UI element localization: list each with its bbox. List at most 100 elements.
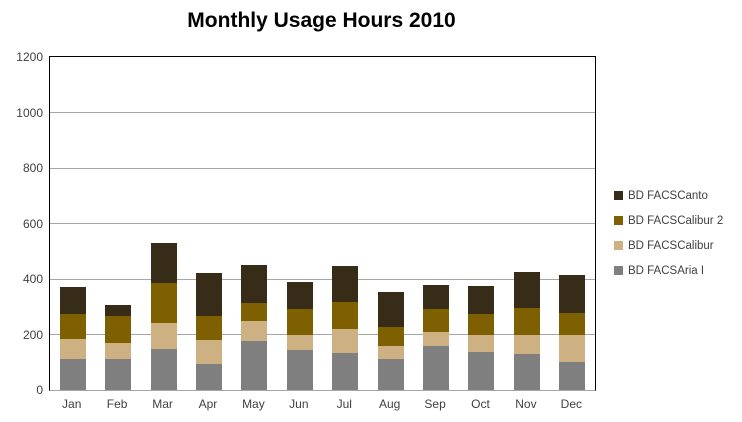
bar-segment — [150, 348, 177, 390]
y-tick-label: 1000 — [16, 105, 43, 120]
y-axis: 0 200 400 600 800 1000 1200 — [0, 50, 43, 397]
gridline-1000 — [50, 112, 595, 113]
bar-segment — [195, 339, 222, 364]
x-tick-label: Aug — [378, 397, 401, 411]
bar-segment — [559, 361, 586, 390]
x-tick-label: Nov — [515, 397, 537, 411]
y-tick-label: 600 — [22, 216, 43, 231]
bar-segment — [559, 312, 586, 336]
x-tick-label: Mar — [152, 397, 173, 411]
bar-segment — [286, 308, 313, 335]
bar-segment — [377, 345, 404, 359]
bar-segment — [286, 350, 313, 390]
bar-jan — [59, 287, 86, 390]
chart-title: Monthly Usage Hours 2010 — [187, 9, 456, 32]
bar-segment — [332, 329, 359, 354]
bar-segment — [377, 292, 404, 327]
legend-label: BD FACSAria I — [628, 264, 705, 277]
bar-segment — [150, 283, 177, 324]
bar-segment — [513, 353, 540, 390]
bar-segment — [59, 359, 86, 390]
legend-label: BD FACSCalibur — [628, 239, 714, 252]
bar-segment — [59, 313, 86, 339]
bar-slot-mar — [141, 242, 186, 390]
x-tick-label: Jun — [289, 397, 309, 411]
gridline-600 — [50, 223, 595, 224]
bar-segment — [559, 275, 586, 313]
bar-segment — [286, 334, 313, 351]
bar-segment — [150, 242, 177, 284]
bar-apr — [195, 272, 222, 390]
x-tick-label: Feb — [106, 397, 128, 411]
bar-slot-nov — [504, 272, 549, 390]
bar-slot-sep — [413, 284, 458, 390]
bar-oct — [468, 285, 495, 390]
legend-item: BD FACSCanto — [614, 183, 742, 208]
bar-may — [241, 265, 268, 390]
bar-segment — [332, 302, 359, 330]
legend: BD FACSCanto BD FACSCalibur 2 BD FACSCalib… — [614, 183, 742, 283]
bar-segment — [195, 316, 222, 340]
gridline-200 — [50, 334, 595, 335]
legend-item: BD FACSCalibur 2 — [614, 208, 742, 233]
legend-swatch — [614, 241, 623, 250]
bar-aug — [377, 292, 404, 390]
bar-segment — [105, 343, 132, 359]
y-tick-label: 400 — [22, 272, 43, 286]
bar-segment — [332, 265, 359, 303]
x-tick-label: May — [242, 397, 265, 411]
bar-segment — [105, 315, 132, 344]
x-tick-label: Sep — [424, 397, 446, 411]
legend-item: BD FACSCalibur — [614, 233, 742, 258]
bar-segment — [423, 309, 450, 332]
bar-slot-feb — [95, 305, 140, 390]
bar-jul — [332, 265, 359, 390]
y-tick-label: 0 — [36, 383, 43, 397]
y-tick-label: 200 — [22, 327, 43, 342]
bar-segment — [513, 308, 540, 336]
x-tick-label: Oct — [471, 397, 490, 411]
bar-segment — [105, 305, 132, 316]
x-tick-label: Apr — [198, 397, 218, 411]
y-tick-label: 1200 — [16, 50, 43, 64]
plot-area — [49, 56, 596, 391]
bar-mar — [150, 242, 177, 390]
bar-slot-jun — [277, 281, 322, 390]
gridline-400 — [50, 278, 595, 280]
bar-nov — [513, 272, 540, 390]
bar-segment — [423, 345, 450, 390]
legend-swatch — [614, 191, 623, 200]
bar-segment — [241, 321, 268, 342]
bar-segment — [423, 331, 450, 346]
x-tick-label: Jan — [62, 397, 82, 411]
bar-slot-oct — [459, 285, 504, 390]
bar-segment — [286, 281, 313, 309]
bar-segment — [195, 363, 222, 390]
bar-jun — [286, 281, 313, 390]
bar-segment — [59, 338, 86, 360]
bar-slot-jul — [323, 265, 368, 390]
bar-segment — [59, 287, 86, 314]
bar-sep — [423, 284, 450, 390]
bar-slot-jan — [50, 287, 95, 390]
bar-segment — [559, 335, 586, 362]
bar-segment — [423, 284, 450, 309]
gridline-800 — [50, 167, 595, 169]
x-tick-label: Jul — [336, 397, 352, 411]
bar-segment — [377, 326, 404, 346]
bar-segment — [241, 265, 268, 304]
bar-segment — [105, 358, 132, 390]
legend-swatch — [614, 216, 623, 225]
bar-segment — [513, 272, 540, 309]
bar-segment — [468, 334, 495, 353]
bar-segment — [150, 323, 177, 349]
legend-label: BD FACSCanto — [628, 189, 708, 202]
bar-segment — [468, 313, 495, 335]
bar-segment — [513, 335, 540, 354]
bar-segment — [241, 341, 268, 390]
bar-slot-may — [232, 265, 277, 390]
x-tick-label: Dec — [560, 397, 583, 411]
bar-dec — [559, 275, 586, 390]
bar-slot-aug — [368, 292, 413, 390]
